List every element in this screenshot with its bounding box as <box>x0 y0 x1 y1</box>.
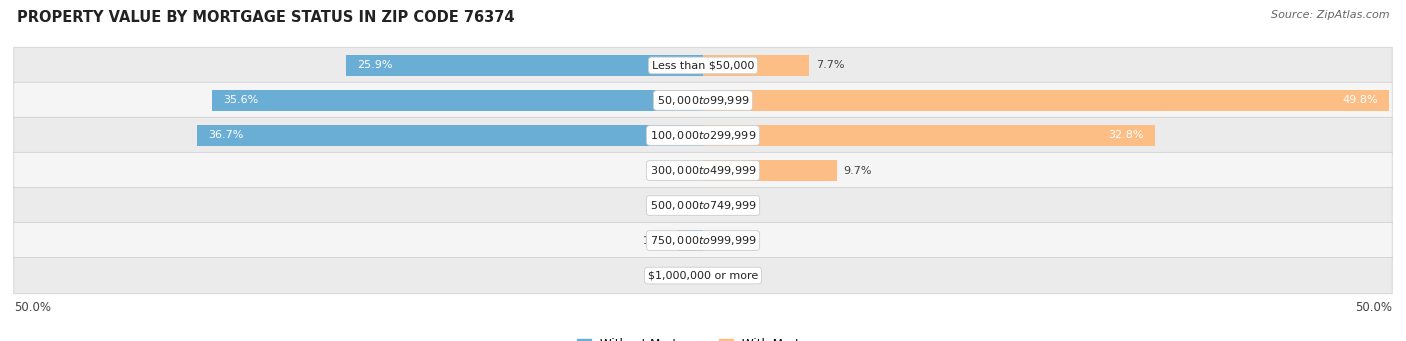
Text: 0.0%: 0.0% <box>710 201 738 210</box>
Bar <box>703 160 837 181</box>
Text: $500,000 to $749,999: $500,000 to $749,999 <box>650 199 756 212</box>
Text: $50,000 to $99,999: $50,000 to $99,999 <box>657 94 749 107</box>
Text: PROPERTY VALUE BY MORTGAGE STATUS IN ZIP CODE 76374: PROPERTY VALUE BY MORTGAGE STATUS IN ZIP… <box>17 10 515 25</box>
FancyBboxPatch shape <box>14 187 1392 224</box>
FancyBboxPatch shape <box>14 222 1392 259</box>
Bar <box>678 230 703 251</box>
Text: 32.8%: 32.8% <box>1108 131 1144 140</box>
Text: 36.7%: 36.7% <box>208 131 243 140</box>
Text: 0.0%: 0.0% <box>710 270 738 281</box>
Text: $1,000,000 or more: $1,000,000 or more <box>648 270 758 281</box>
FancyBboxPatch shape <box>14 117 1392 154</box>
Text: 50.0%: 50.0% <box>14 301 51 314</box>
Text: 7.7%: 7.7% <box>815 60 845 71</box>
Bar <box>703 124 1154 146</box>
Bar <box>703 90 1389 111</box>
Legend: Without Mortgage, With Mortgage: Without Mortgage, With Mortgage <box>576 338 830 341</box>
Text: 9.7%: 9.7% <box>844 165 872 176</box>
FancyBboxPatch shape <box>14 82 1392 119</box>
FancyBboxPatch shape <box>14 152 1392 189</box>
Text: 50.0%: 50.0% <box>1355 301 1392 314</box>
Text: 49.8%: 49.8% <box>1343 95 1378 105</box>
Text: 1.8%: 1.8% <box>643 236 671 246</box>
Text: $750,000 to $999,999: $750,000 to $999,999 <box>650 234 756 247</box>
Bar <box>197 124 703 146</box>
Text: 0.0%: 0.0% <box>668 270 696 281</box>
FancyBboxPatch shape <box>14 47 1392 84</box>
Text: Less than $50,000: Less than $50,000 <box>652 60 754 71</box>
Text: 0.0%: 0.0% <box>710 236 738 246</box>
Bar <box>703 55 808 76</box>
Text: $300,000 to $499,999: $300,000 to $499,999 <box>650 164 756 177</box>
Text: $100,000 to $299,999: $100,000 to $299,999 <box>650 129 756 142</box>
Bar <box>212 90 703 111</box>
Bar <box>346 55 703 76</box>
Text: 0.0%: 0.0% <box>668 201 696 210</box>
Text: 0.0%: 0.0% <box>668 165 696 176</box>
Text: 25.9%: 25.9% <box>357 60 392 71</box>
Text: 35.6%: 35.6% <box>224 95 259 105</box>
Text: Source: ZipAtlas.com: Source: ZipAtlas.com <box>1271 10 1389 20</box>
FancyBboxPatch shape <box>14 257 1392 294</box>
